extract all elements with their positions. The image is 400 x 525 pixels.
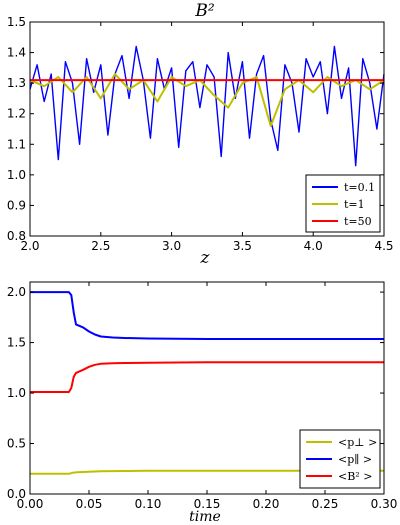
top-chart-ticks: 2.0 2.5 3.0 3.5 4.0 4.5 0.8 0.9 1.0 1.1 1.2 1.3 1.4 1…	[7, 15, 394, 253]
x-tick-label: 0.05	[76, 497, 103, 511]
x-tick-label: 4.0	[304, 239, 323, 253]
legend-label: t=0.1	[344, 181, 375, 194]
top-chart-xlabel: z	[200, 248, 211, 268]
x-tick-label: 3.0	[162, 239, 181, 253]
y-tick-label: 0.0	[7, 487, 26, 501]
y-tick-label: 1.0	[7, 168, 26, 182]
bottom-chart-legend: <p⊥ > <p∥ > <B² >	[299, 429, 381, 489]
x-tick-label: 2.5	[91, 239, 110, 253]
bottom-chart: 0.00 0.05 0.10 0.15 0.20 0.25 0.30 0.0 0.5 1.0 1.5…	[7, 281, 397, 525]
legend-label: t=1	[344, 198, 365, 211]
y-tick-label: 1.4	[7, 46, 26, 60]
bottom-chart-ticks: 0.00 0.05 0.10 0.15 0.20 0.25 0.30 0.0 0.5 1.0 1.5…	[7, 282, 397, 511]
top-chart-title: B²	[194, 1, 214, 21]
x-tick-label: 3.5	[233, 239, 252, 253]
x-tick-label: 0.30	[371, 497, 398, 511]
x-tick-label: 0.00	[17, 497, 44, 511]
top-chart-legend: t=0.1 t=1 t=50	[305, 174, 381, 233]
x-tick-label: 4.5	[374, 239, 393, 253]
legend-label: t=50	[344, 215, 372, 228]
y-tick-label: 1.5	[7, 15, 26, 29]
legend-label: <p⊥ >	[338, 436, 377, 449]
y-tick-label: 1.3	[7, 76, 26, 90]
legend-label: <B² >	[338, 470, 372, 483]
y-tick-label: 2.0	[7, 285, 26, 299]
x-tick-label: 0.20	[253, 497, 280, 511]
y-tick-label: 0.5	[7, 437, 26, 451]
y-tick-label: 1.5	[7, 336, 26, 350]
series-line-0	[29, 45, 385, 167]
x-tick-label: 2.0	[20, 239, 39, 253]
x-tick-label: 0.25	[312, 497, 339, 511]
legend-label: <p∥ >	[338, 453, 372, 466]
y-tick-label: 1.1	[7, 137, 26, 151]
series-line-2	[30, 361, 384, 393]
top-chart-frame	[29, 21, 385, 237]
x-tick-label: 0.15	[194, 497, 221, 511]
y-tick-label: 0.8	[7, 229, 26, 243]
top-chart-plot-area	[29, 45, 385, 167]
series-line-0	[30, 469, 384, 475]
x-tick-label: 0.10	[135, 497, 162, 511]
y-tick-label: 0.9	[7, 198, 26, 212]
series-line-1	[30, 291, 384, 340]
y-tick-label: 1.2	[7, 107, 26, 121]
bottom-chart-xlabel: time	[189, 509, 221, 525]
bottom-chart-plot-area	[30, 291, 384, 475]
y-tick-label: 1.0	[7, 386, 26, 400]
top-chart: B² 2.0 2.5 3.0 3.5 4.0 4.5 0.8 0.9 1.0 1.1 1.2 1.3 1…	[7, 1, 394, 268]
